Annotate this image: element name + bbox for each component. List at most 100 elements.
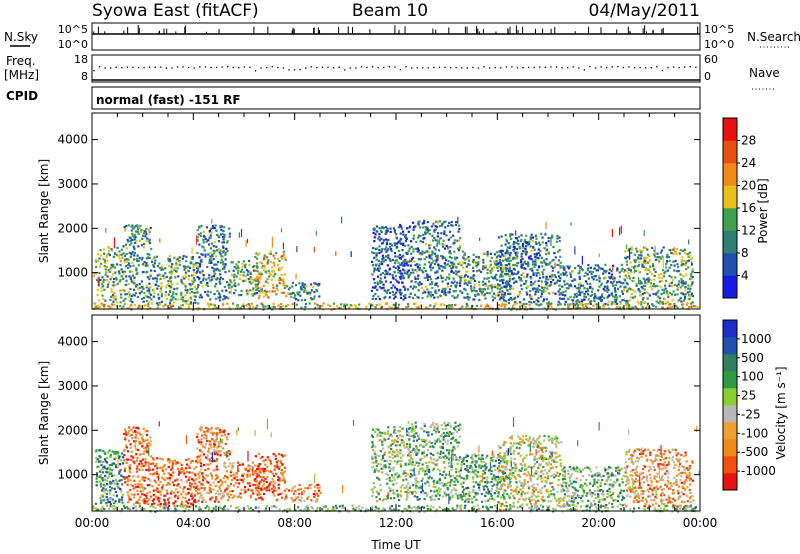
- echo-cell: [685, 303, 688, 306]
- echo-cell: [122, 299, 125, 302]
- echo-cell: [206, 457, 209, 460]
- echo-cell: [680, 260, 683, 263]
- echo-cell: [577, 307, 580, 310]
- echo-cell: [276, 465, 279, 468]
- echo-cell: [156, 490, 159, 493]
- echo-cell: [277, 304, 280, 307]
- echo-cell: [101, 285, 104, 288]
- echo-cell: [189, 288, 192, 291]
- echo-cell: [651, 264, 655, 267]
- echo-cell: [380, 260, 383, 263]
- echo-cell: [180, 298, 183, 301]
- echo-cell: [131, 270, 134, 273]
- echo-cell: [384, 280, 388, 283]
- echo-cell: [436, 254, 439, 257]
- echo-cell: [291, 303, 294, 306]
- echo-cell: [136, 230, 139, 234]
- echo-cell: [121, 496, 124, 499]
- echo-cell: [658, 256, 661, 259]
- echo-cell: [404, 234, 407, 237]
- echo-cell: [507, 282, 510, 285]
- echo-cell: [214, 439, 217, 442]
- echo-cell: [403, 295, 406, 298]
- echo-cell: [113, 450, 116, 454]
- freq-dot: [449, 67, 452, 69]
- echo-cell: [189, 284, 192, 287]
- echo-cell: [499, 255, 502, 258]
- echo-cell: [213, 432, 216, 435]
- echo-cell: [263, 492, 266, 495]
- echo-cell: [411, 268, 414, 271]
- echo-cell: [402, 260, 405, 263]
- echo-cell: [213, 500, 217, 503]
- echo-cell: [634, 260, 637, 263]
- echo-cell: [541, 273, 545, 276]
- echo-cell: [138, 453, 141, 456]
- echo-cell: [148, 498, 151, 501]
- echo-cell: [201, 500, 204, 503]
- echo-cell: [271, 490, 274, 493]
- echo-cell: [228, 291, 231, 294]
- echo-cell: [424, 231, 427, 234]
- freq-dot: [188, 66, 190, 69]
- echo-cell: [140, 441, 143, 444]
- echo-cell: [282, 280, 285, 283]
- echo-cell: [304, 305, 307, 308]
- echo-cell: [399, 263, 402, 266]
- echo-cell: [428, 247, 431, 250]
- echo-cell: [427, 461, 430, 464]
- echo-cell: [664, 270, 667, 273]
- echo-cell: [621, 267, 624, 270]
- echo-cell: [172, 301, 176, 304]
- echo-cell: [388, 476, 391, 479]
- echo-cell: [143, 291, 146, 295]
- echo-cell: [381, 247, 384, 251]
- echo-cell: [507, 301, 510, 305]
- echo-cell: [192, 495, 195, 498]
- echo-cell: [405, 490, 408, 494]
- echo-cell: [444, 266, 447, 270]
- echo-cell: [141, 478, 144, 481]
- echo-cell: [155, 470, 159, 473]
- echo-cell: [125, 446, 128, 449]
- echo-cell: [281, 254, 284, 257]
- echo-cell: [572, 302, 575, 305]
- echo-cell: [507, 298, 510, 302]
- echo-cell: [155, 255, 158, 258]
- echo-cell: [201, 245, 204, 248]
- echo-cell: [144, 458, 147, 461]
- echo-cell: [541, 286, 544, 289]
- echo-cell: [378, 267, 381, 270]
- freq-dot: [249, 66, 251, 68]
- echo-cell: [409, 485, 412, 488]
- echo-cell: [489, 271, 492, 274]
- echo-cell: [258, 471, 261, 474]
- echo-cell: [373, 252, 376, 255]
- echo-cell: [456, 294, 460, 297]
- echo-cell: [499, 273, 502, 277]
- echo-cell: [606, 296, 609, 299]
- echo-cell: [422, 270, 425, 273]
- echo-cell: [429, 496, 432, 499]
- echo-cell: [202, 453, 206, 456]
- echo-cell: [488, 292, 491, 295]
- echo-cell: [433, 439, 436, 442]
- freq-dot: [617, 66, 619, 68]
- echo-cell: [598, 280, 601, 283]
- echo-cell: [219, 276, 222, 279]
- echo-cell: [102, 298, 105, 301]
- echo-cell: [308, 302, 311, 305]
- echo-cell: [496, 266, 499, 269]
- echo-cell: [156, 265, 159, 268]
- echo-cell: [170, 287, 173, 290]
- echo-cell: [103, 288, 106, 291]
- echo-cell: [593, 297, 596, 300]
- echo-cell: [435, 277, 438, 280]
- echo-cell: [407, 482, 410, 485]
- echo-cell: [502, 268, 505, 271]
- echo-cell: [309, 291, 312, 294]
- echo-cell: [481, 267, 484, 270]
- echo-cell: [657, 301, 660, 305]
- echo-cell: [435, 292, 438, 295]
- echo-cell: [662, 246, 665, 249]
